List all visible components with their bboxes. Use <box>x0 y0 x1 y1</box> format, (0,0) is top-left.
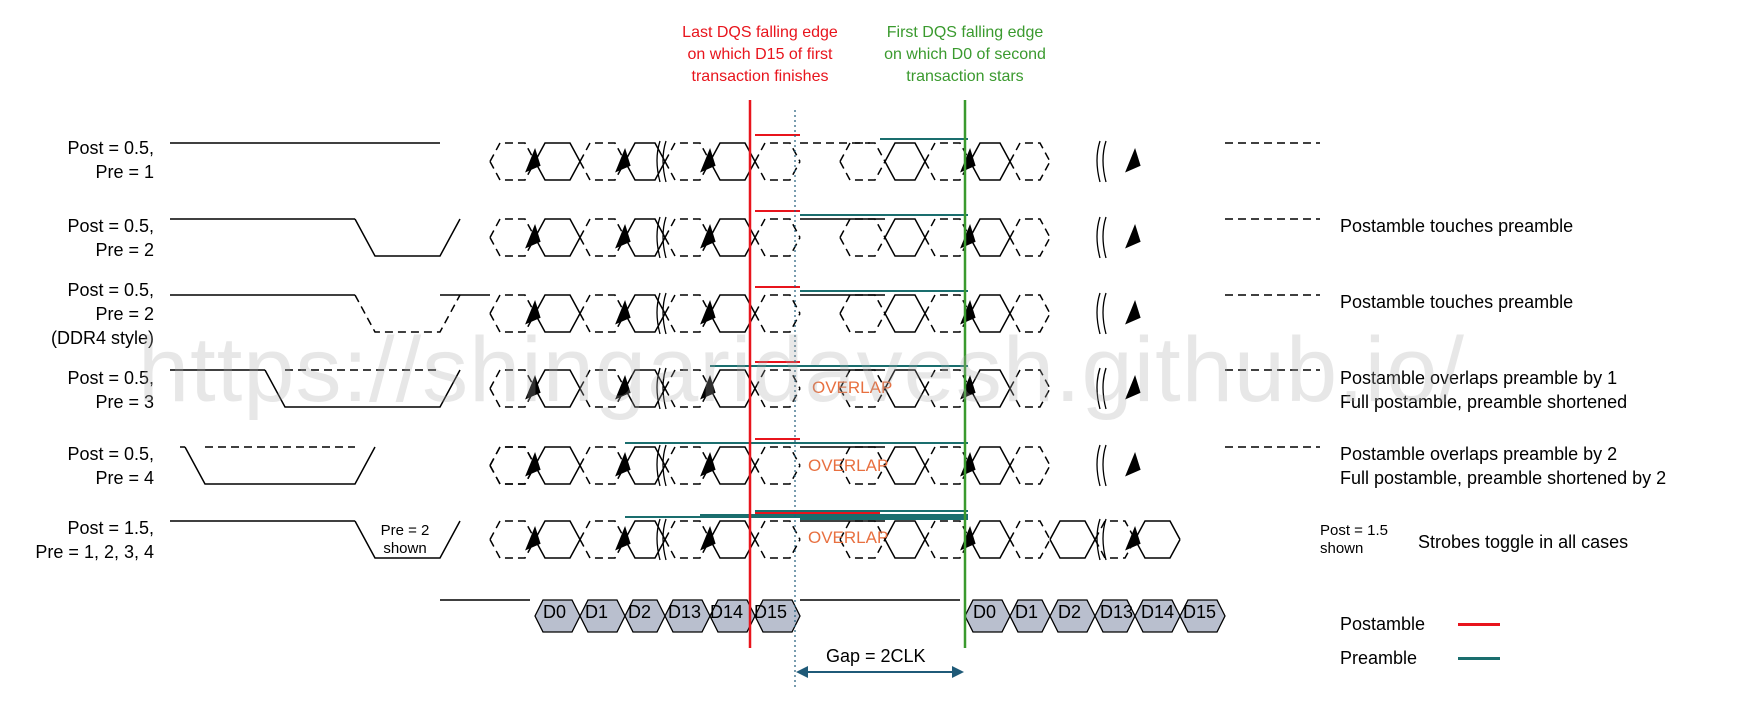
waveform-row-6 <box>170 510 1181 561</box>
row-6-note-line-1: Strobes toggle in all cases <box>1418 532 1629 552</box>
legend-postamble-label: Postamble <box>1340 614 1426 634</box>
first-edge-line-1: First DQS falling edge <box>886 24 1044 41</box>
row-6-note: Strobes toggle in all cases <box>1418 530 1628 554</box>
gap-arrow-left <box>796 666 808 678</box>
row-label-4: Post = 0.5, Pre = 3 <box>67 366 154 414</box>
row-3-note: Postamble touches preamble <box>1340 290 1573 314</box>
edge-markers <box>748 100 967 690</box>
data-label-d0-a: D0 <box>543 602 567 622</box>
row-2-note-line-1: Postamble touches preamble <box>1340 216 1574 236</box>
data-label-d13-b: D13 <box>1100 602 1134 622</box>
row-label-6: Post = 1.5, Pre = 1, 2, 3, 4 <box>35 516 154 564</box>
last-edge-caption: Last DQS falling edge on which D15 of fi… <box>660 22 860 88</box>
data-label-d15-b: D15 <box>1183 602 1217 622</box>
row-5-note-line-1: Postamble overlaps preamble by 2 <box>1340 444 1618 464</box>
legend-preamble-label: Preamble <box>1340 648 1418 668</box>
row-3-note-line-1: Postamble touches preamble <box>1340 292 1574 312</box>
row-1-label-line-1: Post = 0.5, <box>67 138 154 158</box>
row-label-2: Post = 0.5, Pre = 2 <box>67 214 154 262</box>
last-edge-line-2: on which D15 of first <box>687 46 833 63</box>
overlap-label-row-6: OVERLAP <box>808 528 889 547</box>
row-4-label-line-1: Post = 0.5, <box>67 368 154 388</box>
row-label-1: Post = 0.5, Pre = 1 <box>67 136 154 184</box>
row-label-3: Post = 0.5, Pre = 2 (DDR4 style) <box>51 278 154 350</box>
pre-shown-line-1: Pre = 2 <box>380 522 430 539</box>
row-4-label-line-2: Pre = 3 <box>95 392 154 412</box>
row-6-label-line-1: Post = 1.5, <box>67 518 154 538</box>
row-2-note: Postamble touches preamble <box>1340 214 1573 238</box>
overlap-label-row-4: OVERLAP <box>812 378 893 397</box>
row-5-note: Postamble overlaps preamble by 2 Full po… <box>1340 442 1666 490</box>
row-4-note-line-2: Full postamble, preamble shortened <box>1340 392 1628 412</box>
data-label-d14-b: D14 <box>1141 602 1175 622</box>
row-2-label-line-2: Pre = 2 <box>95 240 154 260</box>
first-edge-line-2: on which D0 of second <box>884 46 1046 63</box>
data-bus <box>440 599 1226 633</box>
row-1-label-line-2: Pre = 1 <box>95 162 154 182</box>
row-5-label-line-2: Pre = 4 <box>95 468 154 488</box>
data-block <box>754 599 801 633</box>
data-label-d0-b: D0 <box>973 602 997 622</box>
first-edge-caption: First DQS falling edge on which D0 of se… <box>865 22 1065 88</box>
data-label-d15-a: D15 <box>754 602 788 622</box>
waveform-row-1 <box>170 134 1320 183</box>
gap-arrow-right <box>952 666 964 678</box>
overlap-label-row-5: OVERLAP <box>808 456 889 475</box>
row-3-label-line-3: (DDR4 style) <box>50 328 154 348</box>
last-edge-line-3: transaction finishes <box>691 68 829 85</box>
row-3-label-line-1: Post = 0.5, <box>67 280 154 300</box>
row-4-note-line-1: Postamble overlaps preamble by 1 <box>1340 368 1618 388</box>
gap-label: Gap = 2CLK <box>826 646 926 666</box>
legend-preamble-swatch <box>1458 657 1500 660</box>
pre-shown-line-2: shown <box>383 540 427 557</box>
first-edge-line-3: transaction stars <box>906 68 1024 85</box>
data-label-d13-a: D13 <box>668 602 702 622</box>
legend-postamble-swatch <box>1458 623 1500 626</box>
data-block <box>1179 599 1226 633</box>
post-shown-line-2: shown <box>1320 540 1364 557</box>
row-4-note: Postamble overlaps preamble by 1 Full po… <box>1340 366 1627 414</box>
row-label-5: Post = 0.5, Pre = 4 <box>67 442 154 490</box>
row-2-label-line-1: Post = 0.5, <box>67 216 154 236</box>
row-5-note-line-2: Full postamble, preamble shortened by 2 <box>1340 468 1667 488</box>
waveform-row-4 <box>170 361 1320 410</box>
last-edge-line-1: Last DQS falling edge <box>682 24 838 41</box>
data-label-d2-b: D2 <box>1058 602 1082 622</box>
post-shown-label: Post = 1.5 shown <box>1320 522 1388 558</box>
data-label-d1-a: D1 <box>585 602 609 622</box>
data-label-d14-a: D14 <box>710 602 744 622</box>
waveform-row-5 <box>180 438 1320 487</box>
data-label-d1-b: D1 <box>1015 602 1039 622</box>
row-3-label-line-2: Pre = 2 <box>95 304 154 324</box>
dqs-waveforms <box>170 134 1320 561</box>
waveform-row-2 <box>170 210 1320 259</box>
row-5-label-line-1: Post = 0.5, <box>67 444 154 464</box>
waveform-row-3 <box>170 286 1320 335</box>
pre-shown-label: Pre = 2 shown <box>370 522 440 558</box>
row-6-label-line-2: Pre = 1, 2, 3, 4 <box>35 542 154 562</box>
post-shown-line-1: Post = 1.5 <box>1320 522 1388 539</box>
data-label-d2-a: D2 <box>628 602 652 622</box>
